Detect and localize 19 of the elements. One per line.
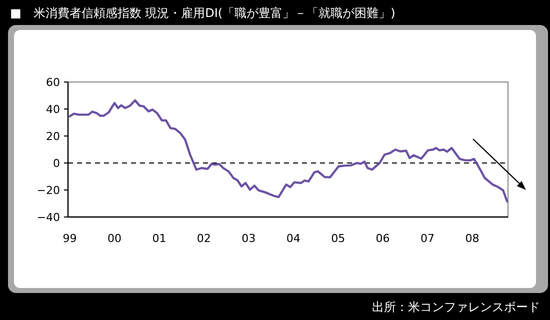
x-tick-label: 03 — [242, 232, 256, 245]
text: 出所：米コンファレンスボード — [372, 300, 540, 314]
x-tick-label: 02 — [196, 232, 211, 245]
x-tick-label: 99 — [62, 232, 77, 245]
y-tick-label: −40 — [36, 211, 60, 224]
x-tick-label: 04 — [286, 232, 300, 245]
y-tick-label: 40 — [46, 103, 60, 116]
x-tick-label: 00 — [108, 232, 122, 245]
chart-title: ■ 米消費者信頼感指数 現況・雇用DI(「職が豊富」－「就職が困難」) — [10, 6, 396, 20]
y-tick-label: 20 — [46, 130, 60, 143]
y-tick-label: 0 — [53, 157, 60, 170]
x-tick-label: 05 — [331, 232, 346, 245]
y-tick-label: −20 — [36, 184, 60, 197]
line-series — [68, 99, 508, 202]
x-tick-label: 01 — [152, 232, 166, 245]
y-tick-label: 60 — [46, 76, 60, 89]
x-tick-label: 07 — [420, 232, 435, 245]
x-tick-label: 08 — [465, 232, 480, 245]
x-tick-label: 06 — [376, 232, 390, 245]
